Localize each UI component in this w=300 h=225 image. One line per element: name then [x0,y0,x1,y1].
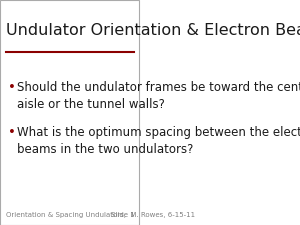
Text: Should the undulator frames be toward the central
aisle or the tunnel walls?: Should the undulator frames be toward th… [16,81,300,111]
Text: Slide 1: Slide 1 [111,212,134,218]
Text: Orientation & Spacing Undulators,  M. Rowes, 6-15-11: Orientation & Spacing Undulators, M. Row… [5,212,195,218]
Text: What is the optimum spacing between the electron
beams in the two undulators?: What is the optimum spacing between the … [16,126,300,156]
Text: Undulator Orientation & Electron Beam Spacing: Undulator Orientation & Electron Beam Sp… [5,22,300,38]
Text: •: • [8,81,16,94]
Text: •: • [8,126,16,139]
